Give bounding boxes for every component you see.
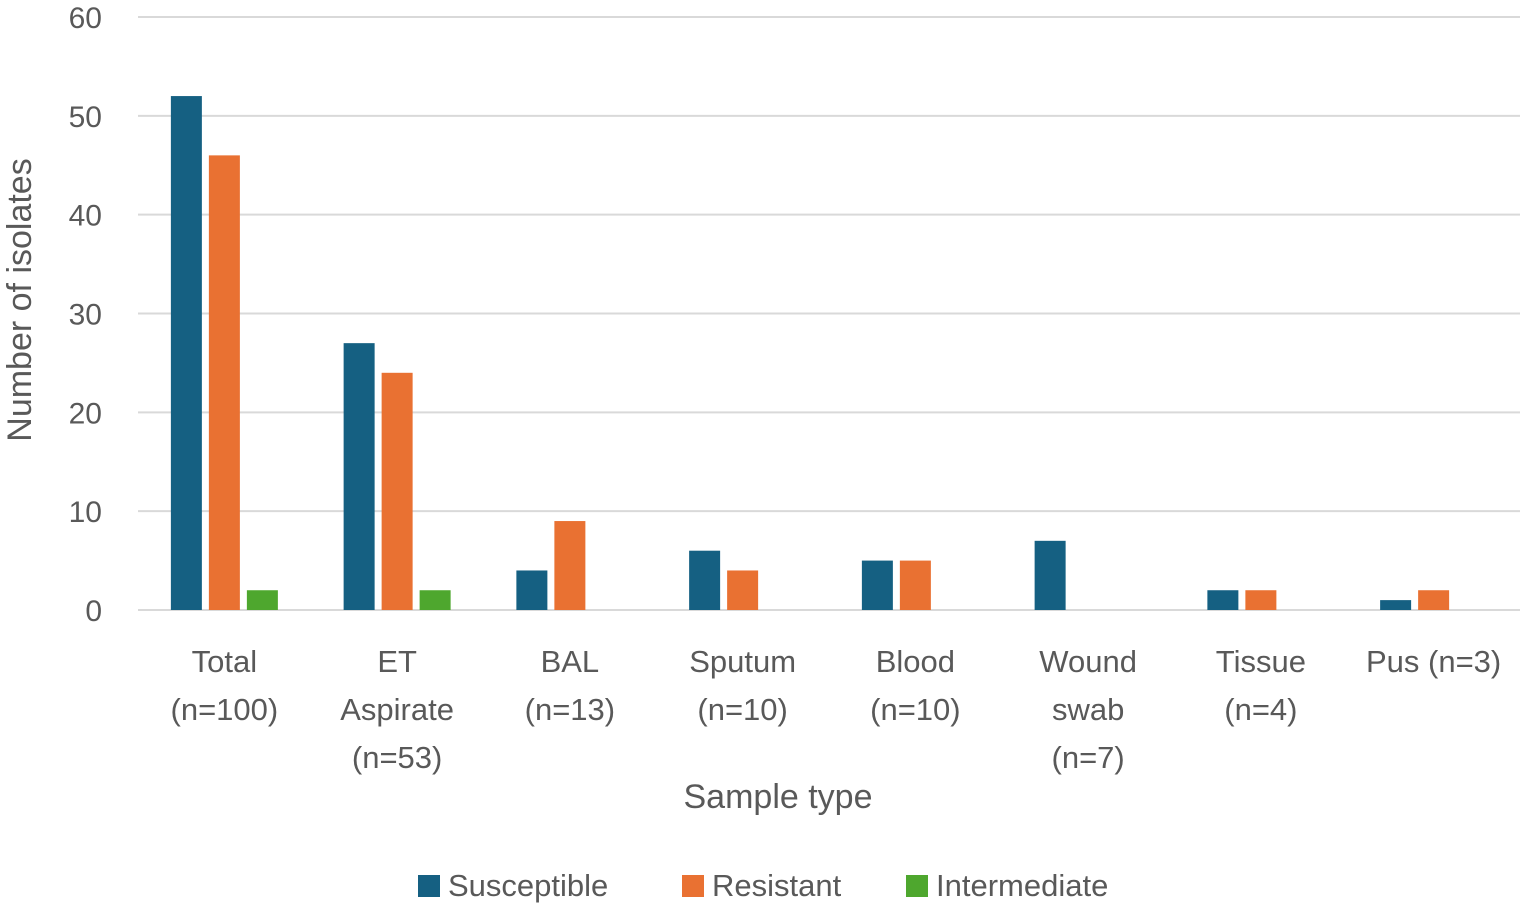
x-category-label: Tissue (n=4): [1216, 644, 1306, 727]
x-category-label-line: Total: [192, 644, 257, 679]
x-category-label-line: (n=100): [171, 692, 279, 727]
bar-intermediate-1: [419, 590, 451, 610]
bar-resistant-2: [554, 521, 586, 610]
x-category-label: Wound swab (n=7): [1039, 644, 1137, 775]
x-category-label-line: Aspirate: [340, 692, 454, 727]
x-category-label-line: ET: [377, 644, 417, 679]
x-category-label-line: swab: [1052, 692, 1124, 727]
x-axis-title: Sample type: [684, 778, 873, 816]
x-category-label: Pus (n=3): [1366, 644, 1501, 679]
legend-label-resistant: Resistant: [712, 868, 842, 903]
x-category-label-line: (n=53): [352, 740, 442, 775]
x-axis-categories: Total (n=100) ET Aspirate (n=53) BAL (n=13) Spu…: [171, 644, 1502, 775]
bar-resistant-1: [381, 372, 413, 610]
bar-susceptible-5: [1034, 540, 1066, 610]
legend-swatch-intermediate: [906, 875, 928, 897]
bar-susceptible-3: [689, 550, 721, 610]
bar-intermediate-0: [246, 590, 278, 610]
bar-susceptible-2: [516, 570, 548, 610]
bar-susceptible-1: [343, 343, 375, 610]
bar-susceptible-4: [861, 560, 893, 610]
legend: Susceptible Resistant Intermediate: [418, 868, 1108, 903]
x-category-label-line: (n=7): [1052, 740, 1125, 775]
y-tick-label: 60: [69, 2, 102, 35]
x-category-label-line: (n=10): [697, 692, 787, 727]
x-category-label: ET Aspirate (n=53): [340, 644, 454, 775]
x-category-label-line: (n=10): [870, 692, 960, 727]
x-category-label-line: Tissue: [1216, 644, 1306, 679]
y-tick-label: 40: [69, 200, 102, 233]
y-tick-label: 0: [85, 595, 102, 628]
x-category-label: BAL (n=13): [525, 644, 615, 727]
legend-label-intermediate: Intermediate: [936, 868, 1108, 903]
y-axis-title: Number of isolates: [1, 158, 39, 441]
y-tick-label: 10: [69, 496, 102, 529]
x-category-label: Sputum (n=10): [689, 644, 796, 727]
bar-resistant-7: [1418, 590, 1450, 610]
bar-resistant-4: [899, 560, 931, 610]
x-category-label-line: BAL: [541, 644, 600, 679]
x-category-label-line: (n=4): [1224, 692, 1297, 727]
x-category-label: Blood (n=10): [870, 644, 960, 727]
x-category-label-line: Wound: [1039, 644, 1137, 679]
x-category-label-line: Sputum: [689, 644, 796, 679]
x-category-label-line: Blood: [876, 644, 955, 679]
bar-susceptible-6: [1207, 590, 1239, 610]
bar-resistant-6: [1245, 590, 1277, 610]
bar-susceptible-7: [1380, 600, 1412, 610]
y-axis-ticks: 0 10 20 30 40 50 60: [69, 2, 102, 628]
bars: [170, 96, 1450, 611]
legend-swatch-susceptible: [418, 875, 440, 897]
y-tick-label: 20: [69, 397, 102, 430]
x-category-label: Total (n=100): [171, 644, 279, 727]
bar-resistant-0: [208, 155, 240, 610]
legend-label-susceptible: Susceptible: [448, 868, 608, 903]
y-tick-label: 50: [69, 101, 102, 134]
bar-resistant-3: [727, 570, 759, 610]
bar-susceptible-0: [170, 96, 202, 611]
legend-swatch-resistant: [682, 875, 704, 897]
x-category-label-line: Pus (n=3): [1366, 644, 1501, 679]
y-tick-label: 30: [69, 299, 102, 332]
x-category-label-line: (n=13): [525, 692, 615, 727]
